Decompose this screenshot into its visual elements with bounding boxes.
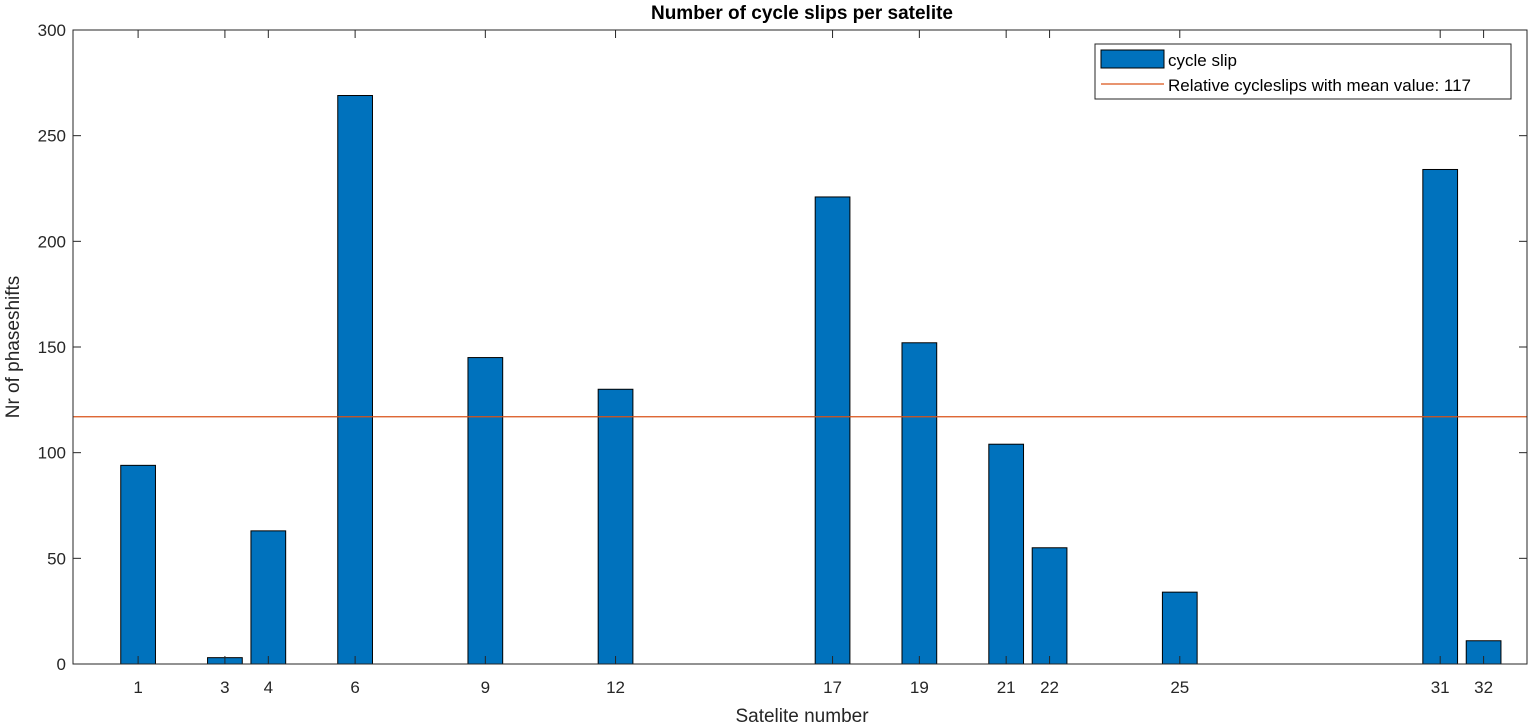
x-tick-label: 31 — [1431, 678, 1450, 697]
x-tick-label: 25 — [1170, 678, 1189, 697]
bar-sat-1 — [121, 465, 156, 664]
x-axis-label: Satelite number — [735, 706, 869, 727]
y-tick-label: 250 — [38, 127, 66, 146]
legend: cycle slip Relative cycleslips with mean… — [1095, 44, 1511, 99]
bar-sat-25 — [1162, 592, 1197, 664]
x-tick-label: 21 — [997, 678, 1016, 697]
plot-area — [73, 30, 1527, 664]
y-tick-label: 150 — [38, 338, 66, 357]
x-tick-label: 12 — [606, 678, 625, 697]
y-tick-label: 50 — [47, 549, 66, 568]
axes-box — [73, 30, 1527, 664]
chart-title: Number of cycle slips per satelite — [651, 3, 953, 24]
bar-sat-4 — [251, 531, 286, 664]
bar-sat-6 — [338, 96, 373, 664]
y-tick-label: 100 — [38, 444, 66, 463]
x-tick-label: 19 — [910, 678, 929, 697]
bar-sat-9 — [468, 358, 503, 664]
x-tick-label: 3 — [220, 678, 229, 697]
bar-sat-12 — [598, 389, 633, 664]
x-tick-label: 9 — [481, 678, 490, 697]
x-tick-label: 17 — [823, 678, 842, 697]
x-tick-label: 4 — [264, 678, 273, 697]
y-axis-label: Nr of phaseshifts — [3, 276, 24, 419]
legend-bar-swatch — [1101, 50, 1164, 68]
bar-sat-22 — [1032, 548, 1067, 664]
x-tick-label: 22 — [1040, 678, 1059, 697]
x-tick-label: 32 — [1474, 678, 1493, 697]
y-tick-label: 200 — [38, 232, 66, 251]
bar-sat-17 — [815, 197, 850, 664]
x-tick-label: 1 — [133, 678, 142, 697]
bar-sat-19 — [902, 343, 937, 664]
y-tick-label: 300 — [38, 21, 66, 40]
bar-sat-21 — [989, 444, 1024, 664]
y-tick-label: 0 — [57, 655, 66, 674]
x-tick-label: 6 — [350, 678, 359, 697]
legend-label-bars: cycle slip — [1168, 51, 1237, 70]
legend-label-mean: Relative cycleslips with mean value: 117 — [1168, 76, 1471, 95]
